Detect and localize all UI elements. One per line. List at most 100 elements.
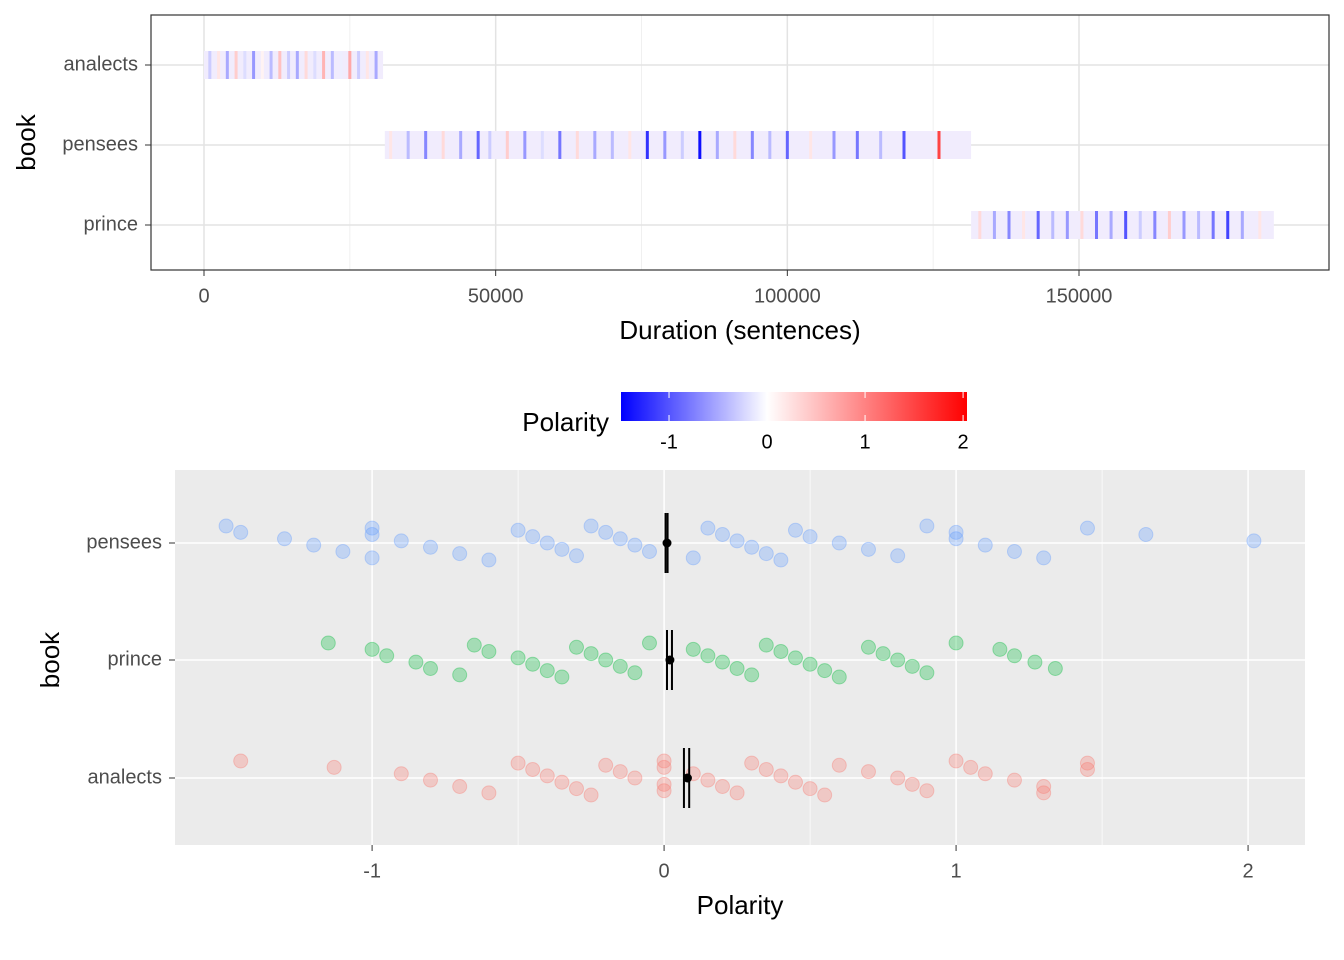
point [422,661,438,676]
point [598,757,614,773]
stripe [322,51,326,79]
stripe [304,51,308,79]
point [890,548,906,564]
stripe [287,51,291,79]
point [714,779,730,794]
stripe [260,51,264,79]
stripe [879,131,883,159]
point [233,753,249,769]
stripe [937,131,941,159]
stripe [1007,211,1011,239]
y-tick-label: analects [64,53,139,75]
point [1079,755,1095,771]
x-axis-title: Duration (sentences) [619,315,860,345]
stripe [1124,211,1128,239]
stripe [1065,211,1069,239]
point [787,774,803,790]
point [276,531,292,547]
stripe [225,51,229,79]
point [948,524,964,540]
point [539,663,555,679]
stripe [610,131,614,159]
stripe [1109,211,1113,239]
stripe [365,51,369,79]
stripe [628,131,632,159]
point [539,535,555,551]
stripe [252,51,256,79]
point [744,755,760,771]
stripe [406,131,410,159]
point [992,641,1008,657]
point [1036,779,1052,794]
point [890,652,906,668]
stripe [645,131,649,159]
point [393,533,409,549]
point [919,518,935,534]
point [364,641,380,657]
stripe [1138,211,1142,239]
point [408,654,424,670]
stripe [1240,211,1244,239]
y-axis-title: book [11,113,41,170]
point [656,759,672,775]
point [1036,785,1052,801]
panel-border [150,14,1330,271]
point [1047,661,1063,676]
point [233,524,249,540]
point [729,661,745,676]
point [641,544,657,559]
point [598,652,614,668]
stripe [1258,211,1262,239]
stripe [476,131,480,159]
mean-point [662,538,672,548]
stripe [243,51,247,79]
colorbar-tick-label: 1 [859,431,870,453]
point [466,637,482,653]
stripe [785,131,789,159]
point [510,522,526,538]
point [744,667,760,683]
point [802,781,818,797]
point [612,531,628,547]
point [1079,762,1095,777]
point [627,770,643,786]
stripe [357,51,361,79]
stripe [558,131,562,159]
point [802,529,818,545]
point [554,774,570,790]
x-tick-label: 2 [1242,860,1253,882]
point [1036,550,1052,566]
stripe [1080,211,1084,239]
stripe [1211,211,1215,239]
y-tick-label: prince [108,648,162,670]
colorbar-tick-label: -1 [660,431,678,453]
stripe [680,131,684,159]
stripe [593,131,597,159]
stripe [424,131,428,159]
x-tick-label: 1 [951,860,962,882]
point [685,550,701,566]
point [452,667,468,683]
x-tick-label: 50000 [468,285,524,307]
point [568,639,584,655]
stripe [208,51,212,79]
point [1138,527,1154,542]
point [568,781,584,797]
stripe [234,51,238,79]
point [326,759,342,775]
stripe [339,51,343,79]
stripe [1051,211,1055,239]
y-tick-label: pensees [62,133,138,155]
stripe [269,51,273,79]
point [627,665,643,681]
x-axis-title: Polarity [697,890,784,920]
stripe [809,131,813,159]
stripe [715,131,719,159]
stripe [313,51,317,79]
point [554,541,570,557]
point [525,529,541,545]
y-tick-label: prince [84,213,138,235]
point [714,654,730,670]
stripe [348,51,352,79]
